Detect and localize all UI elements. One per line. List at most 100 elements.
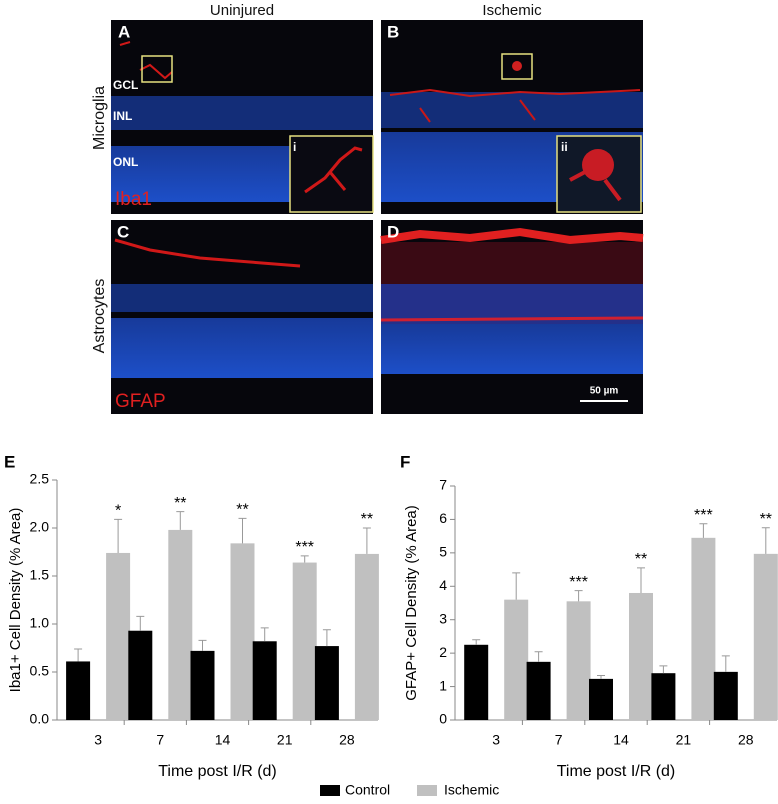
error-bar bbox=[260, 627, 269, 642]
y-tick-label: 2 bbox=[439, 644, 447, 660]
significance-label: ** bbox=[635, 551, 647, 568]
y-tick-label: 0.0 bbox=[30, 711, 50, 727]
y-tick-label: 4 bbox=[439, 577, 447, 593]
x-axis-label: Time post I/R (d) bbox=[158, 763, 277, 780]
x-tick-label: 14 bbox=[215, 732, 231, 748]
error-bar bbox=[512, 572, 521, 600]
bar bbox=[504, 599, 529, 720]
y-tick-label: 5 bbox=[439, 544, 447, 560]
error-bar bbox=[721, 655, 730, 672]
bar bbox=[526, 661, 551, 720]
y-tick-label: 6 bbox=[439, 510, 447, 526]
y-tick-label: 7 bbox=[439, 477, 447, 493]
x-tick-label: 7 bbox=[555, 732, 563, 748]
bar bbox=[691, 537, 716, 720]
error-bar bbox=[136, 615, 145, 631]
error-bar bbox=[597, 675, 605, 679]
stain-label: GFAP bbox=[115, 391, 166, 412]
y-tick-label: 0.5 bbox=[30, 663, 50, 679]
x-tick-label: 3 bbox=[492, 732, 500, 748]
bar bbox=[128, 630, 153, 720]
error-bar bbox=[534, 651, 543, 662]
error-bar bbox=[74, 648, 83, 662]
micrograph bbox=[111, 20, 374, 214]
error-bar bbox=[761, 527, 770, 554]
panel-letter: E bbox=[4, 452, 15, 471]
error-bar bbox=[472, 639, 481, 645]
panel-letter: C bbox=[117, 222, 129, 241]
panel-letter: A bbox=[118, 22, 130, 41]
panel-letter: F bbox=[400, 452, 410, 471]
panel-letter: D bbox=[387, 222, 399, 241]
bar bbox=[230, 543, 255, 720]
significance-label: ** bbox=[236, 502, 248, 519]
bar bbox=[651, 673, 676, 720]
bar bbox=[190, 650, 215, 720]
inset-label: i bbox=[293, 140, 296, 154]
bar bbox=[292, 562, 317, 720]
significance-label: *** bbox=[694, 507, 713, 524]
column-title: Ischemic bbox=[482, 2, 542, 19]
bar bbox=[314, 646, 339, 720]
bar bbox=[629, 592, 653, 720]
layer-label: GCL bbox=[113, 78, 138, 92]
error-bar bbox=[699, 523, 708, 538]
micrograph bbox=[381, 20, 643, 214]
legend-label: Ischemic bbox=[444, 782, 499, 798]
row-title: Microglia bbox=[91, 86, 108, 150]
error-bar bbox=[362, 527, 371, 554]
significance-label: ** bbox=[361, 511, 373, 528]
scale-bar-label: 50 µm bbox=[590, 386, 619, 397]
row-title: Astrocytes bbox=[91, 279, 108, 354]
y-axis-label: Iba1+ Cell Density (% Area) bbox=[7, 508, 24, 693]
error-bar bbox=[176, 511, 185, 530]
bar bbox=[566, 601, 591, 720]
x-tick-label: 21 bbox=[277, 732, 293, 748]
significance-label: *** bbox=[569, 574, 588, 591]
y-tick-label: 3 bbox=[439, 610, 447, 626]
bar bbox=[464, 644, 489, 720]
x-tick-label: 3 bbox=[94, 732, 102, 748]
layer-label: INL bbox=[113, 109, 132, 123]
bar bbox=[753, 553, 778, 720]
error-bar bbox=[238, 517, 247, 544]
micrograph bbox=[111, 220, 373, 414]
error-bar bbox=[574, 590, 583, 602]
column-title: Uninjured bbox=[210, 2, 274, 19]
bar bbox=[252, 641, 277, 720]
x-tick-label: 28 bbox=[339, 732, 355, 748]
bar bbox=[168, 529, 193, 720]
y-tick-label: 1.0 bbox=[30, 615, 50, 631]
y-axis-label: GFAP+ Cell Density (% Area) bbox=[403, 505, 420, 700]
legend-swatch bbox=[417, 785, 437, 796]
significance-label: * bbox=[115, 503, 121, 520]
y-tick-label: 1.5 bbox=[30, 567, 50, 583]
x-tick-label: 21 bbox=[676, 732, 692, 748]
x-tick-label: 28 bbox=[738, 732, 754, 748]
micrograph bbox=[380, 220, 644, 414]
x-axis-label: Time post I/R (d) bbox=[557, 763, 676, 780]
error-bar bbox=[114, 518, 123, 553]
y-tick-label: 2.5 bbox=[30, 471, 50, 487]
error-bar bbox=[198, 639, 207, 651]
panel-letter: B bbox=[387, 22, 399, 41]
bar bbox=[713, 671, 738, 720]
significance-label: ** bbox=[174, 495, 186, 512]
y-tick-label: 2.0 bbox=[30, 519, 50, 535]
bar bbox=[589, 678, 613, 720]
layer-label: ONL bbox=[113, 155, 138, 169]
inset-label: ii bbox=[561, 140, 568, 154]
y-tick-label: 0 bbox=[439, 711, 447, 727]
legend-label: Control bbox=[345, 782, 390, 798]
error-bar bbox=[300, 555, 309, 563]
bar bbox=[66, 661, 91, 720]
y-tick-label: 1 bbox=[439, 677, 447, 693]
x-tick-label: 7 bbox=[156, 732, 164, 748]
legend-swatch bbox=[320, 785, 340, 796]
bar bbox=[354, 553, 379, 720]
x-tick-label: 14 bbox=[613, 732, 629, 748]
significance-label: ** bbox=[760, 511, 772, 528]
bar bbox=[106, 552, 131, 720]
error-bar bbox=[659, 665, 668, 674]
